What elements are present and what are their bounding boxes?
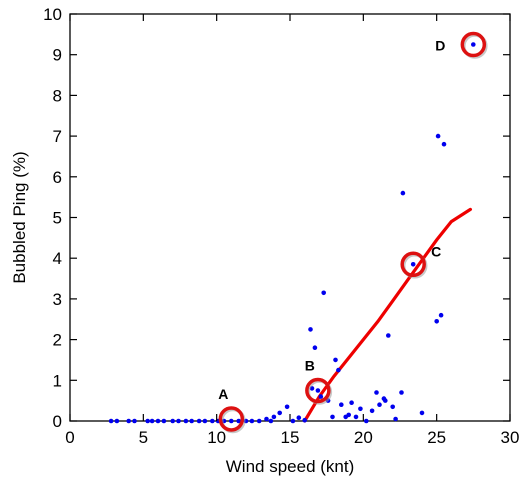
y-tick-label: 9 xyxy=(53,46,62,65)
x-tick-label: 0 xyxy=(65,428,74,447)
data-point xyxy=(346,412,352,418)
data-point xyxy=(358,406,363,412)
data-point xyxy=(353,414,359,420)
y-tick-label: 7 xyxy=(53,127,62,146)
data-point xyxy=(161,418,167,424)
data-point xyxy=(339,402,344,408)
y-tick-label: 10 xyxy=(43,5,62,24)
y-tick-label: 2 xyxy=(53,331,62,350)
data-point xyxy=(419,410,425,416)
data-point xyxy=(277,410,283,416)
data-point xyxy=(308,327,313,332)
data-point xyxy=(321,290,327,296)
x-tick-label: 20 xyxy=(354,428,373,447)
data-point xyxy=(434,319,440,324)
data-point xyxy=(132,418,137,424)
data-point xyxy=(236,418,241,424)
x-axis-label: Wind speed (knt) xyxy=(226,457,355,476)
data-point xyxy=(126,418,131,424)
data-point xyxy=(149,418,155,424)
highlight-circle xyxy=(305,377,331,404)
x-tick-label: 30 xyxy=(501,428,520,447)
data-point xyxy=(400,190,406,196)
data-point xyxy=(256,418,262,424)
data-point xyxy=(315,388,321,393)
data-point xyxy=(170,418,175,424)
fit-curve-group xyxy=(303,207,472,423)
y-axis-label: Bubbled Ping (%) xyxy=(10,151,29,283)
annotation-label: A xyxy=(218,386,228,402)
y-tick-label: 0 xyxy=(53,412,62,431)
annotation-label: B xyxy=(305,357,315,373)
annotations: A B C D xyxy=(218,31,488,434)
data-point xyxy=(284,404,290,410)
data-point xyxy=(296,415,302,421)
data-point xyxy=(336,367,341,373)
y-tick-label: 6 xyxy=(53,168,62,187)
data-point xyxy=(349,400,354,406)
data-point xyxy=(377,402,382,408)
data-point xyxy=(271,414,277,420)
highlight-circle xyxy=(218,406,245,432)
data-point xyxy=(210,418,215,424)
data-point xyxy=(264,416,269,422)
y-tick-label: 3 xyxy=(53,290,62,309)
data-point xyxy=(290,418,296,424)
data-point xyxy=(196,418,202,424)
data-point xyxy=(399,390,404,395)
data-point xyxy=(471,42,476,47)
annotation-label: C xyxy=(431,243,441,259)
x-axis-ticks: 0 5 10 15 20 25 30 xyxy=(65,14,519,447)
data-point xyxy=(183,418,189,424)
scatter-points xyxy=(108,42,476,424)
x-tick-label: 15 xyxy=(281,428,300,447)
data-point xyxy=(390,404,396,410)
highlight-circle xyxy=(400,251,426,278)
data-point xyxy=(229,418,234,424)
plot-border xyxy=(69,13,511,422)
data-point xyxy=(108,418,114,424)
y-tick-label: 1 xyxy=(53,371,62,390)
data-point xyxy=(268,418,274,424)
fit-curve xyxy=(303,207,472,423)
y-tick-label: 4 xyxy=(53,249,62,268)
data-point xyxy=(441,141,447,147)
data-point xyxy=(330,414,335,420)
data-point xyxy=(189,418,194,424)
data-point xyxy=(435,133,441,139)
y-axis-ticks: 0 1 2 3 4 5 6 7 8 9 10 xyxy=(43,5,510,431)
data-point xyxy=(249,418,255,424)
data-point xyxy=(369,408,375,414)
data-point xyxy=(393,416,398,422)
annotation-label: D xyxy=(435,38,445,54)
plot-frame xyxy=(69,13,511,422)
data-point xyxy=(114,418,120,424)
x-tick-label: 5 xyxy=(139,428,148,447)
x-tick-label: 10 xyxy=(207,428,226,447)
y-tick-label: 5 xyxy=(53,209,62,228)
data-point xyxy=(176,418,181,424)
highlight-circle xyxy=(460,31,487,58)
data-point xyxy=(410,262,416,267)
data-point xyxy=(333,357,338,363)
x-tick-label: 25 xyxy=(427,428,446,447)
data-point xyxy=(374,390,379,395)
data-point xyxy=(364,418,369,424)
data-point xyxy=(386,333,391,338)
data-point xyxy=(145,418,150,424)
data-point xyxy=(383,398,388,403)
data-point xyxy=(318,394,324,399)
data-point xyxy=(202,418,208,424)
data-point xyxy=(302,417,308,423)
data-point xyxy=(438,312,444,318)
data-point xyxy=(312,345,318,351)
y-tick-label: 8 xyxy=(53,86,62,105)
data-point xyxy=(155,418,161,424)
